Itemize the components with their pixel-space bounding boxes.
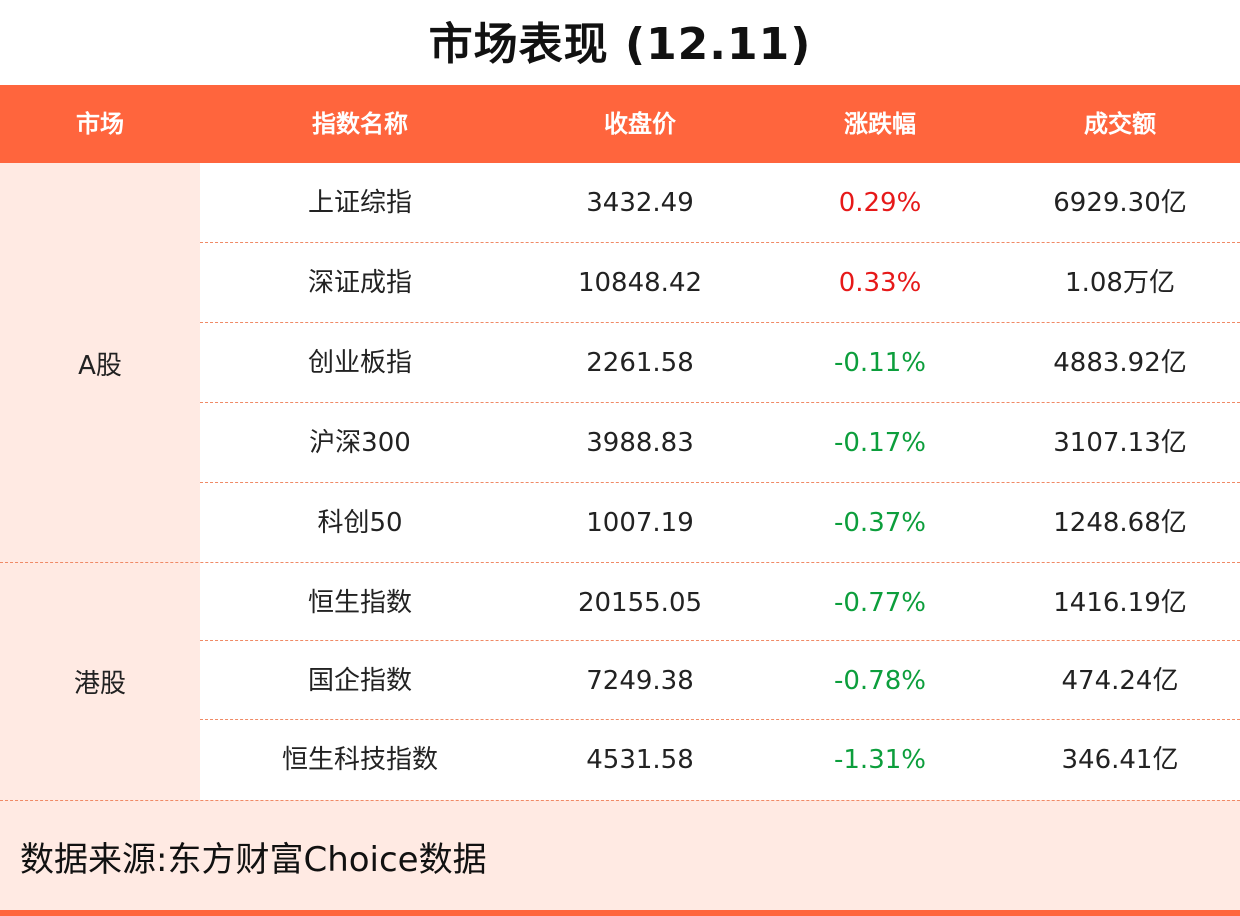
change-percent: -0.77% — [834, 588, 926, 618]
close-price: 3432.49 — [586, 188, 694, 218]
close-price: 20155.05 — [577, 588, 703, 618]
close-price: 2261.58 — [586, 348, 694, 378]
table-row: 深证成指 10848.42 0.33% 1.08万亿 — [0, 243, 1240, 323]
close-price: 1007.19 — [586, 508, 694, 538]
table-row: 上证综指 3432.49 0.29% 6929.30亿 — [0, 163, 1240, 243]
page-title: 市场表现 (12.11) — [428, 19, 812, 70]
close-price: 10848.42 — [577, 268, 703, 298]
row-divider — [200, 242, 1240, 243]
row-divider — [200, 719, 1240, 720]
close-price: 4531.58 — [586, 745, 694, 775]
header-close-price: 收盘价 — [604, 110, 676, 138]
data-source-text: 数据来源:东方财富Choice数据 — [20, 840, 487, 880]
turnover: 1248.68亿 — [1053, 508, 1187, 538]
table-row: 恒生指数 20155.05 -0.77% 1416.19亿 — [0, 563, 1240, 643]
market-cell-hk: 港股 — [0, 563, 200, 800]
header-volume: 成交额 — [1084, 110, 1156, 138]
close-price: 7249.38 — [586, 666, 694, 696]
turnover: 4883.92亿 — [1053, 348, 1187, 378]
close-price: 3988.83 — [586, 428, 694, 458]
change-percent: -1.31% — [834, 745, 926, 775]
table-header: 市场 指数名称 收盘价 涨跌幅 成交额 — [0, 85, 1240, 163]
row-divider — [200, 402, 1240, 403]
index-name: 恒生指数 — [307, 588, 412, 618]
index-name: 恒生科技指数 — [281, 745, 438, 775]
change-percent: -0.78% — [834, 666, 926, 696]
turnover: 3107.13亿 — [1053, 428, 1187, 458]
change-percent: -0.37% — [834, 508, 926, 538]
index-name: 深证成指 — [307, 268, 412, 298]
turnover: 6929.30亿 — [1053, 188, 1187, 218]
turnover: 1416.19亿 — [1053, 588, 1187, 618]
index-name: 沪深300 — [309, 428, 411, 458]
row-divider — [200, 322, 1240, 323]
source-footer: 数据来源:东方财富Choice数据 — [0, 800, 1240, 910]
change-percent: 0.33% — [838, 268, 922, 298]
index-name: 科创50 — [317, 508, 403, 538]
index-name: 上证综指 — [307, 188, 412, 218]
change-percent: 0.29% — [838, 188, 922, 218]
header-market: 市场 — [76, 110, 124, 138]
turnover: 474.24亿 — [1061, 666, 1179, 696]
table-row: 国企指数 7249.38 -0.78% 474.24亿 — [0, 641, 1240, 721]
table-row: 沪深300 3988.83 -0.17% 3107.13亿 — [0, 403, 1240, 483]
change-percent: -0.11% — [834, 348, 926, 378]
header-change: 涨跌幅 — [844, 110, 916, 138]
change-percent: -0.17% — [834, 428, 926, 458]
header-index-name: 指数名称 — [312, 110, 408, 138]
row-divider — [200, 482, 1240, 483]
bottom-accent-bar — [0, 910, 1240, 916]
group-divider — [0, 562, 1240, 563]
turnover: 346.41亿 — [1061, 745, 1179, 775]
table-row: 恒生科技指数 4531.58 -1.31% 346.41亿 — [0, 720, 1240, 800]
turnover: 1.08万亿 — [1065, 268, 1175, 298]
market-cell-a-share: A股 — [0, 163, 200, 563]
footer-divider — [0, 800, 1240, 801]
table-row: 创业板指 2261.58 -0.11% 4883.92亿 — [0, 323, 1240, 403]
table-row: 科创50 1007.19 -0.37% 1248.68亿 — [0, 483, 1240, 563]
row-divider — [200, 640, 1240, 641]
index-name: 创业板指 — [307, 348, 412, 378]
index-name: 国企指数 — [307, 666, 412, 696]
